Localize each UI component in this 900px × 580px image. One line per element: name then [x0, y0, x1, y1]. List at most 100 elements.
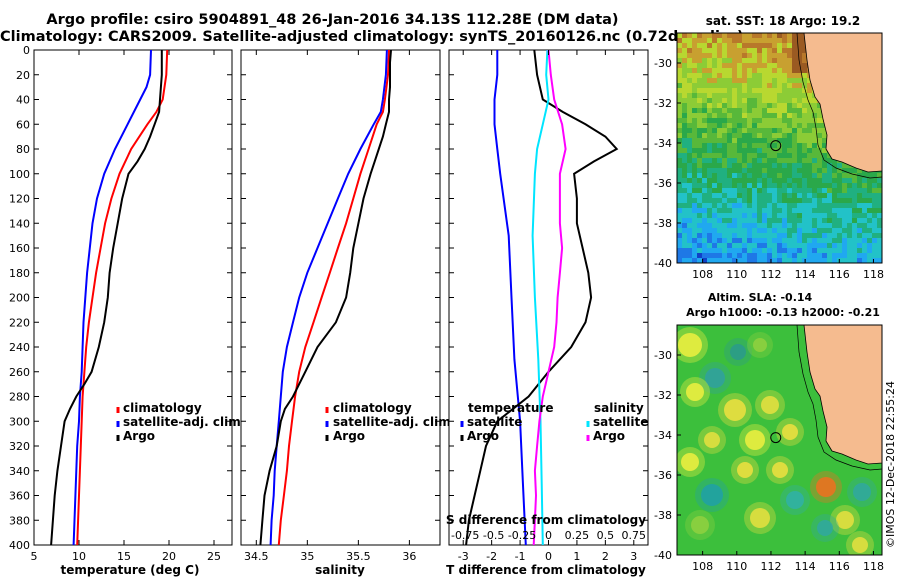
sst-cell — [827, 178, 833, 184]
sst-cell — [877, 178, 882, 184]
sst-cell — [702, 108, 708, 114]
sst-cell — [777, 113, 783, 119]
sst-cell — [702, 203, 708, 209]
sst-cell — [707, 218, 713, 224]
sst-cell — [857, 183, 863, 189]
sst-cell — [792, 208, 798, 214]
sst-cell — [787, 43, 793, 49]
sst-cell — [687, 148, 693, 154]
sst-map-title: sat. SST: 18 Argo: 19.2 — [706, 14, 860, 28]
sst-cell — [752, 183, 758, 189]
sst-cell — [722, 128, 728, 134]
sst-cell — [682, 93, 688, 99]
sst-cell — [802, 133, 808, 139]
sst-cell — [717, 243, 723, 249]
sst-cell — [827, 213, 833, 219]
sst-cell — [807, 128, 813, 134]
sst-cell — [697, 203, 703, 209]
sst-cell — [837, 173, 843, 179]
sst-cell — [712, 258, 718, 263]
sst-cell — [797, 78, 803, 84]
sst-cell — [772, 38, 778, 44]
sst-cell — [802, 188, 808, 194]
sst-cell — [737, 103, 743, 109]
sst-cell — [697, 68, 703, 74]
sst-cell — [742, 108, 748, 114]
sst-cell — [677, 258, 683, 263]
sst-cell — [722, 218, 728, 224]
sst-cell — [867, 243, 873, 249]
sst-cell — [772, 93, 778, 99]
sst-cell — [717, 78, 723, 84]
sst-cell — [682, 108, 688, 114]
sst-cell — [712, 38, 718, 44]
sst-cell — [677, 88, 683, 94]
sst-cell — [727, 58, 733, 64]
sst-cell — [837, 243, 843, 249]
sst-cell — [697, 138, 703, 144]
sst-cell — [697, 78, 703, 84]
sla-eddy — [705, 368, 725, 388]
sst-cell — [772, 213, 778, 219]
sst-cell — [807, 88, 813, 94]
sst-cell — [687, 193, 693, 199]
sst-cell — [837, 238, 843, 244]
sst-cell — [867, 178, 873, 184]
sst-cell — [767, 168, 773, 174]
sst-cell — [707, 213, 713, 219]
x-tick-label: 3 — [630, 550, 637, 563]
sst-cell — [782, 183, 788, 189]
sst-cell — [817, 253, 823, 259]
sst-cell — [702, 98, 708, 104]
sst-cell — [767, 58, 773, 64]
t-difference-x-label: T difference from climatology — [446, 563, 646, 577]
sla-eddy — [753, 338, 767, 352]
sst-cell — [727, 193, 733, 199]
sst-cell — [697, 128, 703, 134]
sst-cell — [722, 68, 728, 74]
sst-cell — [787, 168, 793, 174]
sst-cell — [802, 173, 808, 179]
sst-cell — [852, 173, 858, 179]
sst-cell — [687, 183, 693, 189]
sst-cell — [857, 188, 863, 194]
sst-cell — [812, 148, 818, 154]
sst-cell — [747, 188, 753, 194]
sst-cell — [847, 208, 853, 214]
sst-cell — [807, 113, 813, 119]
figure-title-line1: Argo profile: csiro 5904891_48 26-Jan-20… — [46, 12, 619, 28]
sst-cell — [737, 143, 743, 149]
sst-cell — [762, 228, 768, 234]
sst-cell — [687, 208, 693, 214]
sst-cell — [852, 223, 858, 229]
sst-cell — [827, 223, 833, 229]
sst-cell — [762, 58, 768, 64]
sst-cell — [822, 248, 828, 254]
sst-cell — [847, 173, 853, 179]
sst-cell — [692, 153, 698, 159]
sst-cell — [857, 198, 863, 204]
sst-cell — [682, 178, 688, 184]
sst-cell — [747, 53, 753, 59]
temperature-x-label: temperature (deg C) — [61, 563, 200, 577]
sst-cell — [732, 133, 738, 139]
sst-cell — [857, 233, 863, 239]
sst-cell — [732, 228, 738, 234]
sst-cell — [797, 73, 803, 79]
sst-cell — [727, 178, 733, 184]
salinity-y-tick-marks — [241, 49, 440, 546]
sst-cell — [817, 223, 823, 229]
sst-cell — [782, 258, 788, 263]
sst-cell — [802, 233, 808, 239]
sst-cell — [837, 188, 843, 194]
sst-cell — [752, 33, 758, 39]
sst-cell — [722, 98, 728, 104]
sst-cell — [712, 43, 718, 49]
sst-cell — [742, 128, 748, 134]
lat-tick-label: -38 — [654, 217, 672, 230]
sst-cell — [752, 243, 758, 249]
legend-label-t-argo: Argo — [467, 429, 499, 443]
sst-cell — [737, 178, 743, 184]
sst-cell — [817, 123, 823, 129]
sst-cell — [682, 68, 688, 74]
